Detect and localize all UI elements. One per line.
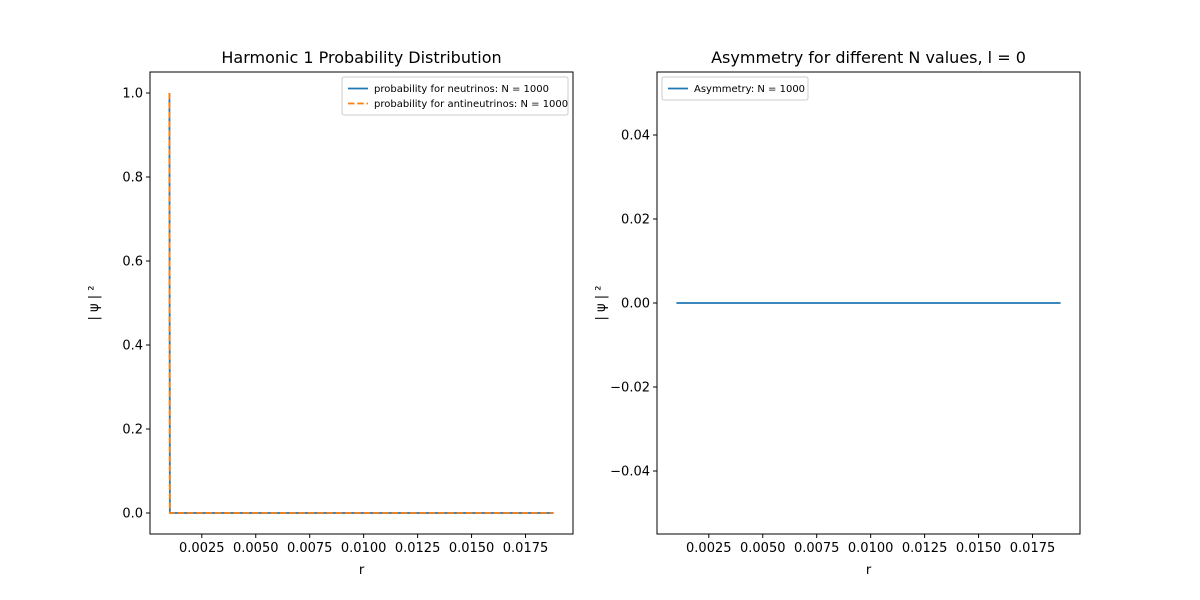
y-tick-label: 0.00 [621,297,650,312]
x-tick-label: 0.0100 [848,541,894,556]
legend: probability for neutrinos: N = 1000 proba… [341,76,569,116]
legend-label: Asymmetry: N = 1000 [694,84,805,95]
series-line-1 [168,92,554,514]
x-tick-label: 0.0025 [179,541,225,556]
x-tick-label: 0.0175 [503,541,549,556]
y-tick-label: 0.8 [122,171,143,186]
legend: Asymmetry: N = 1000 [661,76,809,101]
y-tick-label: 0.02 [621,213,650,228]
plot-area [168,92,554,514]
x-tick-label: 0.0150 [449,541,495,556]
x-tick-label: 0.0075 [287,541,333,556]
x-tick-label: 0.0100 [341,541,387,556]
x-tick-label: 0.0050 [740,541,786,556]
y-tick-label: −0.04 [610,465,650,480]
probability-chart-panel: Harmonic 1 Probability Distribution 0.002… [87,48,574,578]
chart-title: Harmonic 1 Probability Distribution [221,48,501,67]
x-tick-label: 0.0150 [956,541,1002,556]
series-line-0 [168,92,554,514]
y-tick-label: −0.02 [610,381,650,396]
legend-box [341,76,569,116]
y-tick-label: 0.6 [122,255,143,270]
x-tick-label: 0.0125 [395,541,441,556]
x-axis-label: r [866,563,872,578]
legend-label: probability for antineutrinos: N = 1000 [374,99,568,110]
x-tick-label: 0.0175 [1010,541,1056,556]
y-tick-label: 0.2 [122,423,143,438]
chart-title: Asymmetry for different N values, l = 0 [711,48,1026,67]
axes-frame [149,71,574,535]
y-tick-label: 0.04 [621,129,650,144]
y-axis-label: | ψ | ² [594,286,609,321]
x-tick-label: 0.0075 [794,541,840,556]
x-axis-label: r [359,563,365,578]
y-tick-label: 0.0 [122,507,143,522]
asymmetry-chart-panel: Asymmetry for different N values, l = 0 0… [594,48,1081,578]
y-axis-label: | ψ | ² [87,286,102,321]
legend-label: probability for neutrinos: N = 1000 [374,84,549,95]
y-tick-label: 0.4 [122,339,143,354]
legend-box [661,76,809,101]
x-tick-label: 0.0025 [686,541,732,556]
x-tick-label: 0.0050 [233,541,279,556]
y-tick-label: 1.0 [122,87,143,102]
x-tick-label: 0.0125 [902,541,948,556]
